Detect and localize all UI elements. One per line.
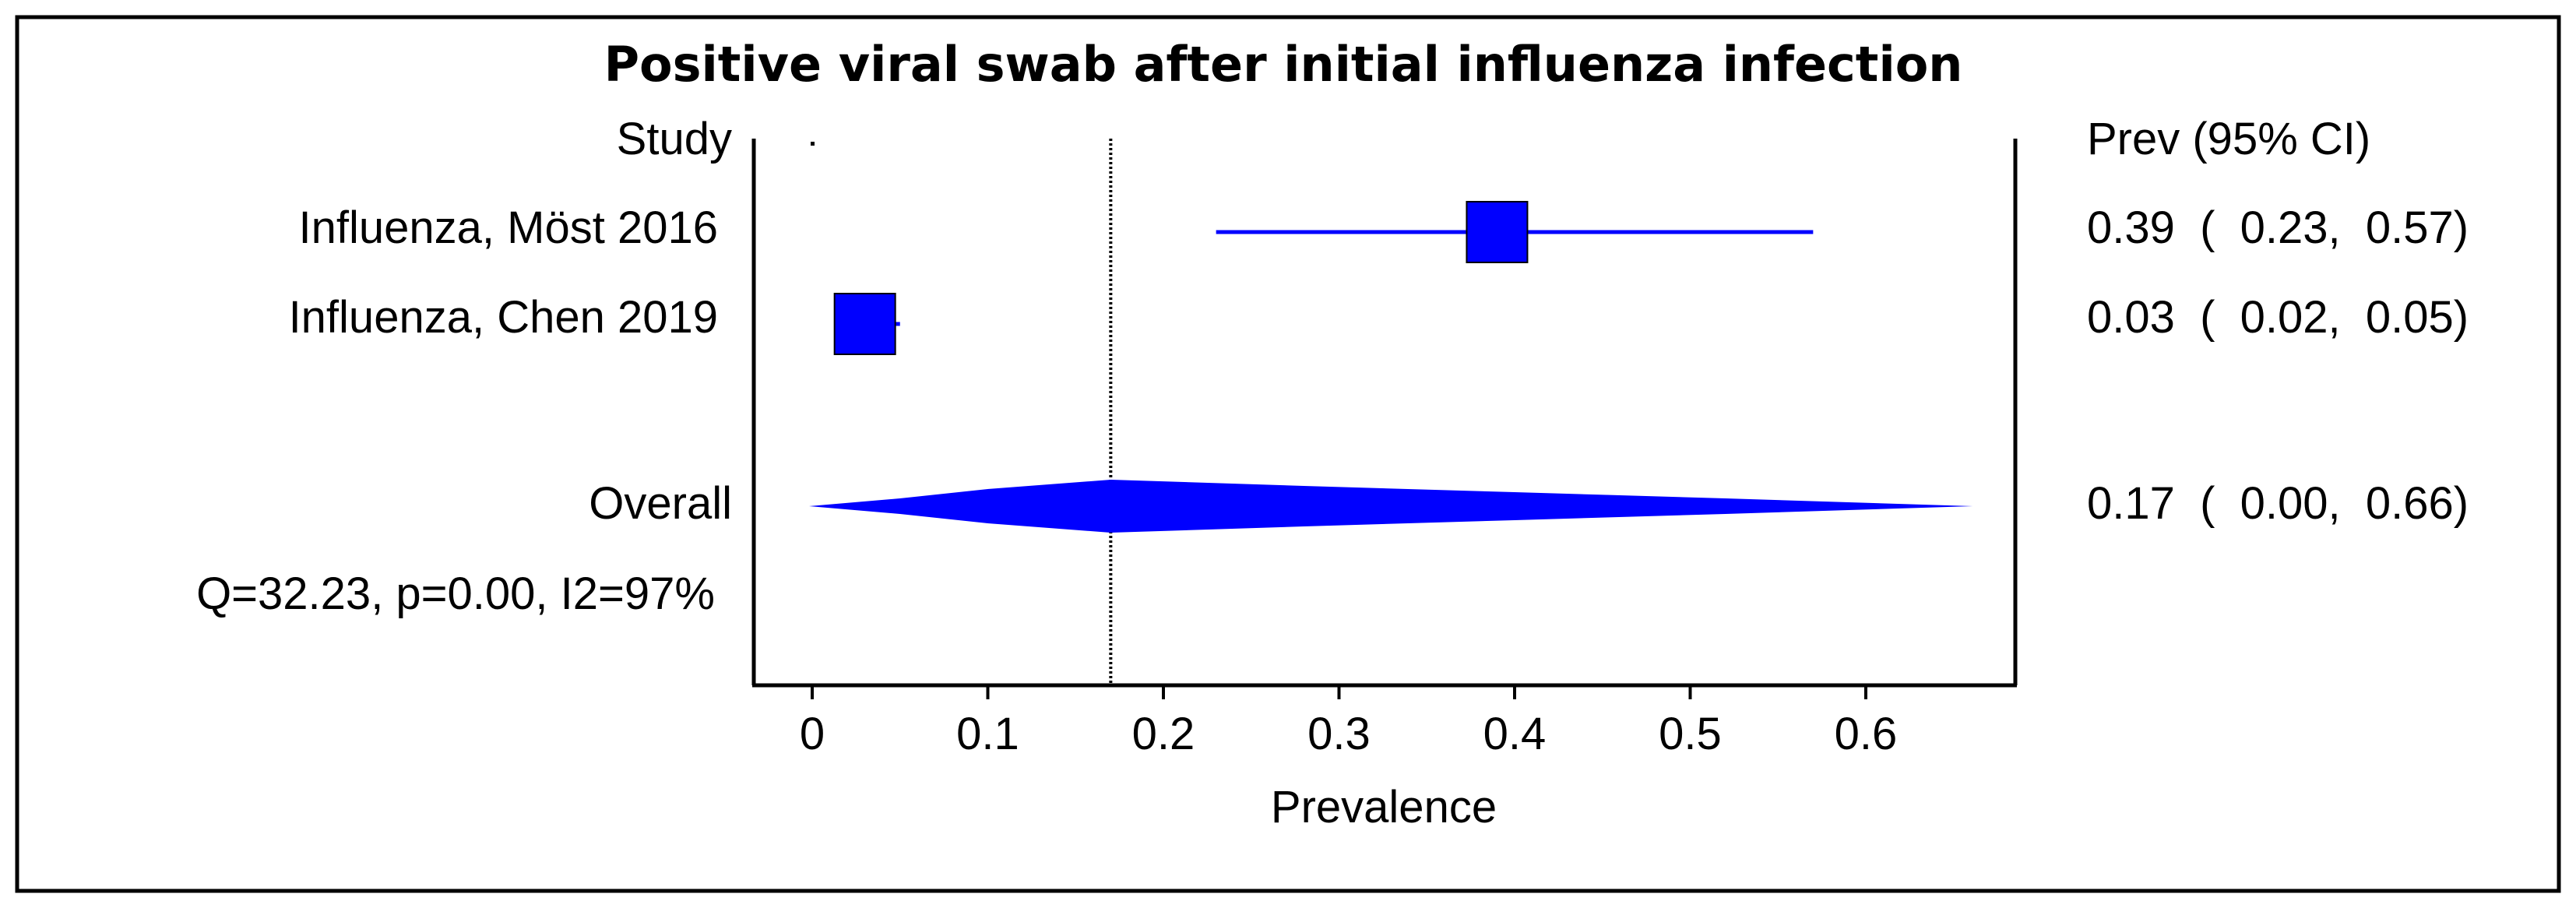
frame-border bbox=[15, 15, 2561, 893]
ci-column-header: Prev (95% CI) bbox=[2087, 114, 2370, 164]
heterogeneity-stats: Q=32.23, p=0.00, I2=97% bbox=[196, 568, 715, 619]
x-tick-label: 0.4 bbox=[1483, 709, 1547, 759]
chart-title: Positive viral swab after initial influe… bbox=[604, 36, 1963, 93]
overall-ci-text: 0.17 ( 0.00, 0.66) bbox=[2087, 478, 2469, 529]
zero-tick-mark bbox=[811, 142, 815, 146]
x-tick-label: 0.5 bbox=[1659, 709, 1722, 759]
overall-label: Overall bbox=[589, 478, 732, 529]
study-marker-most-2016 bbox=[1466, 201, 1529, 263]
x-tick-label: 0.1 bbox=[956, 709, 1019, 759]
study-column-header: Study bbox=[617, 114, 732, 164]
x-tick-label: 0.3 bbox=[1307, 709, 1371, 759]
study-marker-chen-2019 bbox=[833, 293, 896, 355]
x-tick-label: 0.2 bbox=[1132, 709, 1195, 759]
x-tick-label: 0 bbox=[800, 709, 825, 759]
x-tick-label: 0.6 bbox=[1835, 709, 1898, 759]
overall-diamond bbox=[809, 480, 1973, 533]
study-label-most-2016: Influenza, Möst 2016 bbox=[299, 202, 718, 253]
study-label-chen-2019: Influenza, Chen 2019 bbox=[289, 292, 718, 343]
x-tick-group: 0 0.1 0.2 0.3 0.4 0.5 0.6 bbox=[800, 685, 1897, 759]
study-ci-text-chen-2019: 0.03 ( 0.02, 0.05) bbox=[2087, 292, 2469, 343]
study-ci-text-most-2016: 0.39 ( 0.23, 0.57) bbox=[2087, 202, 2469, 253]
x-axis-label: Prevalence bbox=[1271, 782, 1497, 832]
